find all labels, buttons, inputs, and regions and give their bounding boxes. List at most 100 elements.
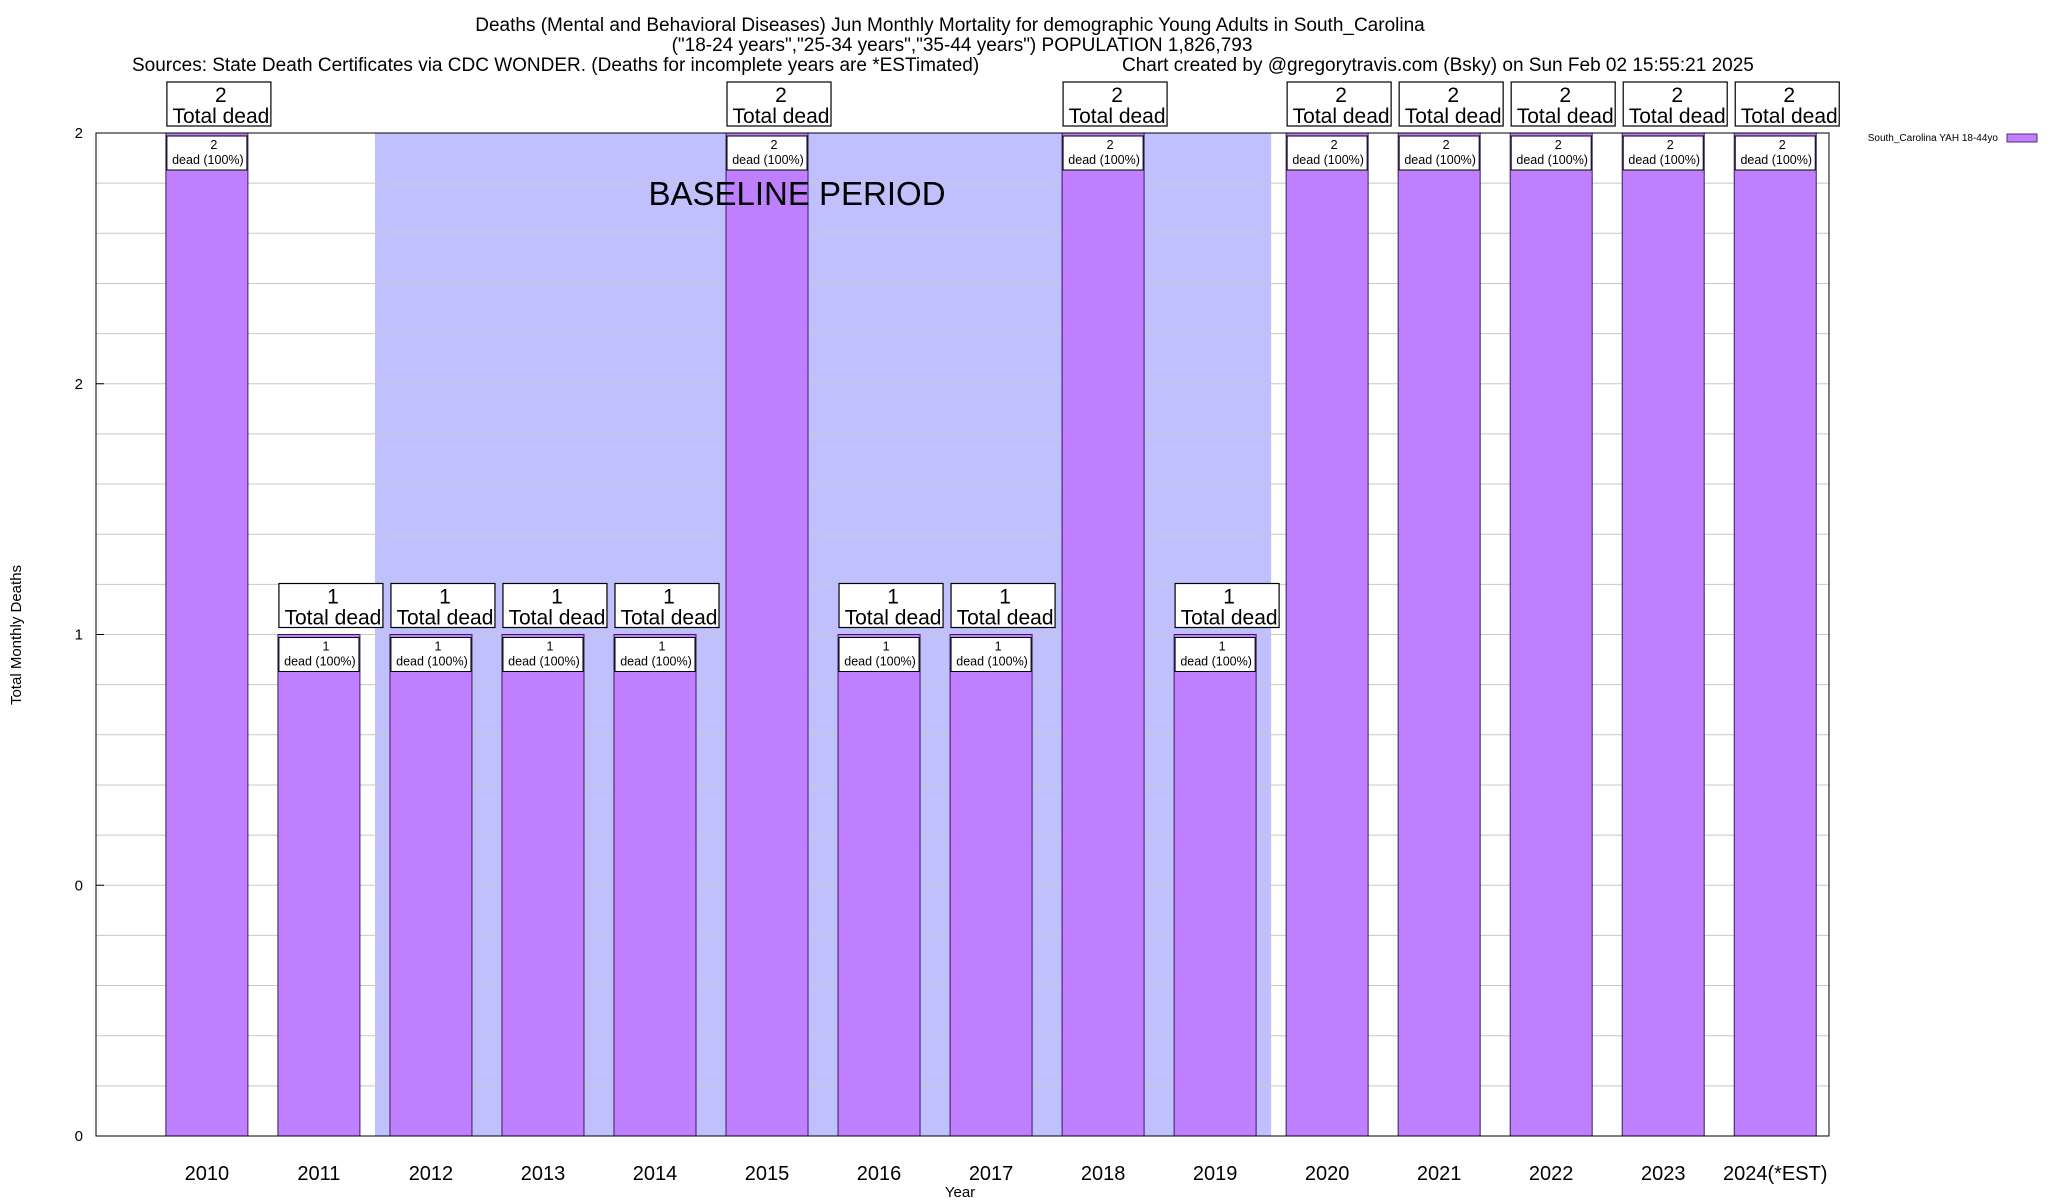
x-tick-label: 2017 [969,1163,1014,1185]
bar-label-percent: dead (100%) [732,153,804,167]
y-tick-label: 1 [75,627,83,644]
total-dead-count: 1 [887,586,899,609]
total-dead-box [1622,81,1728,127]
bar-2021 [1397,132,1481,1137]
bar-label-percent: dead (100%) [1292,153,1364,167]
bar-label-percent: dead (100%) [172,153,244,167]
x-tick-label: 2021 [1417,1163,1462,1185]
bar-label-count: 2 [1443,138,1450,152]
total-dead-count: 2 [1559,84,1571,107]
total-dead-box [166,81,272,127]
total-dead-label: Total dead [621,607,718,630]
total-dead-count: 2 [1671,84,1683,107]
total-dead-box [950,582,1056,629]
bar-label-box [614,637,696,672]
bar-label-box [166,135,248,171]
bar-2014 [613,634,697,1137]
x-tick-label: 2020 [1305,1163,1350,1185]
total-dead-box [502,582,608,629]
bar-label-count: 1 [322,640,329,654]
x-axis-label: Year [945,1184,975,1200]
bar-label-percent: dead (100%) [620,655,692,669]
x-tick-label: 2024(*EST) [1723,1163,1828,1185]
bar-2013 [501,634,585,1137]
total-dead-box [838,582,944,629]
bar-label-box [1398,135,1480,171]
total-dead-label: Total dead [733,105,830,128]
bar-label-box [1062,135,1144,171]
x-tick-label: 2014 [633,1163,678,1185]
x-tick-label: 2012 [409,1163,454,1185]
axes-layer: 2010 2011 2012 2013 2014 2015 2016 2017 2018 2019… [75,125,1830,1185]
bar-2020 [1285,132,1369,1137]
bar-2022 [1509,132,1593,1137]
bar-label-count: 1 [995,640,1002,654]
chart-title-line-1: Deaths (Mental and Behavioral Diseases) … [475,15,1425,36]
x-tick-label: 2022 [1529,1163,1574,1185]
y-axis-label: Total Monthly Deaths [8,565,25,705]
total-dead-count: 1 [551,586,563,609]
bar-label-count: 1 [659,640,666,654]
total-dead-count: 1 [327,586,339,609]
legend: South_Carolina YAH 18-44yo [1868,133,2038,144]
x-tick-label: 2016 [857,1163,902,1185]
bar-label-box [502,637,584,672]
bar-label-percent: dead (100%) [1628,153,1700,167]
total-dead-count: 2 [1447,84,1459,107]
total-dead-count: 2 [215,84,227,107]
bar-label-count: 2 [771,138,778,152]
bar-label-box [1286,135,1368,171]
bar-2018 [1061,132,1145,1137]
bar-label-count: 1 [1219,640,1226,654]
chart-title-line-2: ("18-24 years","25-34 years","35-44 year… [672,35,1253,56]
x-tick-label: 2018 [1081,1163,1126,1185]
bar-label-percent: dead (100%) [508,655,580,669]
chart-credit: Chart created by @gregorytravis.com (Bsk… [1122,55,1754,76]
bar-2016 [837,634,921,1137]
y-tick-label: 0 [75,1128,83,1145]
total-dead-box [1174,582,1280,629]
bar-label-percent: dead (100%) [956,655,1028,669]
bar-label-percent: dead (100%) [1180,655,1252,669]
total-dead-box [1398,81,1504,127]
bar-label-box [278,637,360,672]
bar-2024(*EST) [1733,132,1817,1137]
total-dead-box [726,81,832,127]
bar-label-box [838,637,920,672]
total-dead-label: Total dead [957,607,1054,630]
bar-label-count: 2 [1555,138,1562,152]
bar-label-percent: dead (100%) [1740,153,1812,167]
legend-series-label: South_Carolina YAH 18-44yo [1868,133,1999,144]
total-dead-label: Total dead [172,105,269,128]
total-dead-label: Total dead [509,607,606,630]
bar-label-count: 1 [883,640,890,654]
total-dead-label: Total dead [1405,105,1502,128]
bar-label-count: 2 [210,138,217,152]
bar-label-count: 1 [434,640,441,654]
bar-2019 [1173,634,1257,1137]
bar-label-box [950,637,1032,672]
bar-2015 [725,132,809,1137]
bar-label-box [1174,637,1256,672]
bar-label-count: 1 [546,640,553,654]
bar-2017 [949,634,1033,1137]
x-tick-label: 2011 [297,1163,340,1185]
total-dead-count: 1 [663,586,675,609]
x-tick-label: 2013 [521,1163,566,1185]
y-tick-label: 2 [75,125,83,142]
x-tick-label: 2010 [185,1163,230,1185]
x-tick-label: 2023 [1641,1163,1686,1185]
bar-2012 [389,634,473,1137]
bar-2011 [277,634,361,1137]
total-dead-label: Total dead [284,607,381,630]
bar-label-percent: dead (100%) [1068,153,1140,167]
bar-label-count: 2 [1779,138,1786,152]
total-dead-label: Total dead [845,607,942,630]
bar-label-box [726,135,808,171]
bar-label-percent: dead (100%) [396,655,468,669]
bar-label-percent: dead (100%) [1404,153,1476,167]
total-dead-box [1510,81,1616,127]
total-dead-count: 1 [439,586,451,609]
